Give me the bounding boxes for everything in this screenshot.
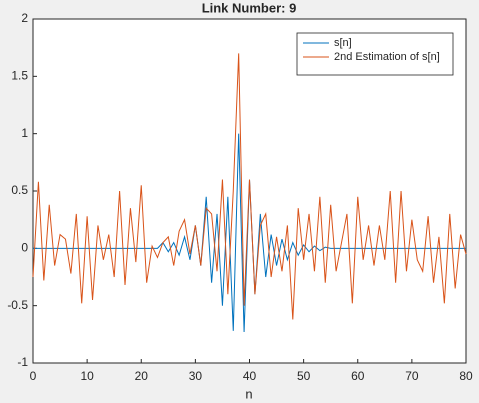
x-tick-label: 0 bbox=[30, 369, 37, 383]
x-axis-label: n bbox=[245, 386, 252, 401]
legend: s[n] 2nd Estimation of s[n] bbox=[296, 32, 454, 76]
legend-box bbox=[296, 32, 454, 76]
y-tick-label: -0.5 bbox=[7, 298, 28, 312]
legend-label: 2nd Estimation of s[n] bbox=[334, 51, 440, 63]
series-line bbox=[32, 53, 467, 320]
y-tick-label: 0.5 bbox=[11, 183, 28, 197]
y-tick-label: 1 bbox=[21, 126, 28, 140]
legend-label: s[n] bbox=[334, 37, 352, 49]
x-tick-label: 60 bbox=[351, 369, 365, 383]
y-tick-label: 2 bbox=[21, 11, 28, 25]
y-tick-label: -1 bbox=[17, 355, 28, 369]
x-tick-label: 80 bbox=[459, 369, 473, 383]
y-tick-label: 0 bbox=[21, 241, 28, 255]
chart-title: Link Number: 9 bbox=[202, 0, 297, 15]
x-tick-label: 20 bbox=[135, 369, 149, 383]
x-tick-label: 40 bbox=[243, 369, 257, 383]
x-tick-label: 50 bbox=[297, 369, 311, 383]
x-tick-label: 10 bbox=[80, 369, 94, 383]
x-tick-label: 70 bbox=[405, 369, 419, 383]
x-tick-label: 30 bbox=[189, 369, 203, 383]
y-tick-label: 1.5 bbox=[11, 69, 28, 83]
